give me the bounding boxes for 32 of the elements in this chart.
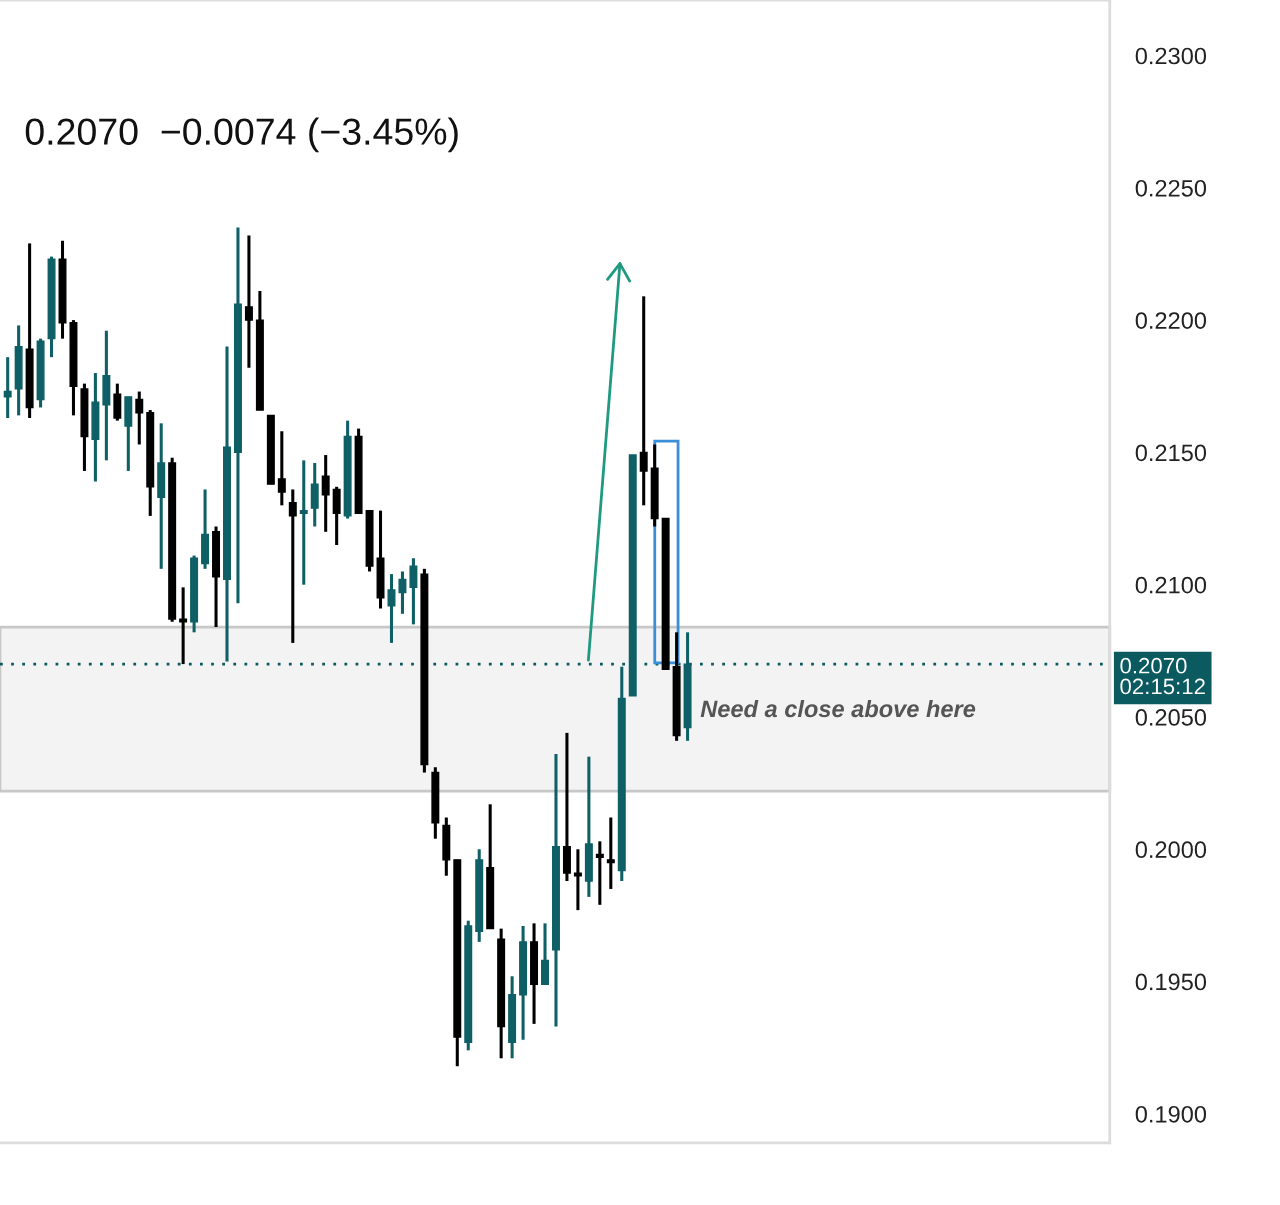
text: 02:15:12: [1120, 678, 1205, 695]
annotation: Need a close above here: [700, 699, 976, 718]
candlestick: [332, 485, 341, 546]
candlestick: [595, 841, 604, 905]
candlestick: [541, 923, 549, 985]
candlestick: [573, 849, 582, 912]
candlestick: [387, 574, 396, 643]
candlestick: [113, 383, 122, 421]
text: 0.2070 −0.0074 (−3.45%): [25, 117, 458, 153]
candlestick: [3, 357, 12, 419]
y-tick-label: 0.1950: [1135, 973, 1207, 991]
y-tick-label: 0.2300: [1135, 47, 1207, 65]
candlestick: [179, 587, 188, 666]
candlestick: [288, 489, 297, 643]
y-tick-label: 0.2000: [1135, 841, 1207, 859]
y-tick-label: 0.2100: [1135, 576, 1207, 594]
candlestick: [299, 460, 308, 585]
y-tick-label: 0.2150: [1135, 444, 1207, 462]
candlestick: [606, 817, 615, 889]
candlestick: [398, 571, 407, 614]
candlestick: [409, 558, 418, 625]
y-tick-label: 0.2050: [1135, 709, 1207, 726]
y-tick-label: 0.2200: [1135, 312, 1207, 329]
y-tick-label: 0.2250: [1135, 179, 1207, 197]
ref-line-label: 0.2070: [1120, 657, 1187, 674]
candlestick: [135, 391, 144, 445]
y-tick-label: 0.1900: [1135, 1105, 1207, 1123]
candlestick: [310, 463, 319, 527]
candlestick: [244, 235, 253, 368]
candlestick: [277, 431, 286, 506]
candlestick: [321, 455, 330, 532]
candlestick: [639, 296, 648, 506]
